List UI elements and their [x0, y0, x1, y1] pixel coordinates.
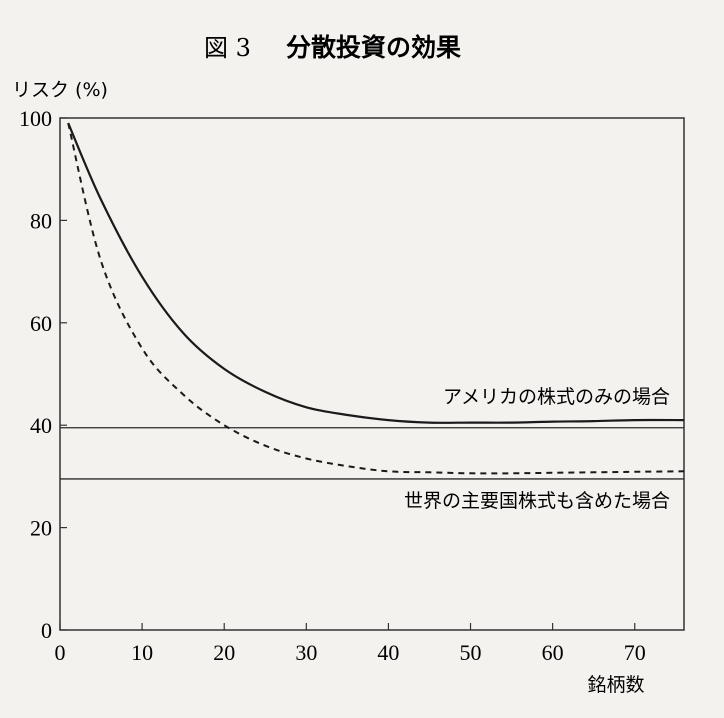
x-tick-label: 60: [542, 640, 564, 665]
series-label: 世界の主要国株式も含めた場合: [404, 490, 670, 512]
y-tick-label: 80: [30, 208, 52, 233]
x-tick-label: 40: [377, 640, 399, 665]
y-axis-title: リスク (%): [12, 79, 108, 101]
y-axis: 0 20 40 60 80 100: [19, 106, 67, 643]
series-line: [67, 122, 685, 424]
y-tick-label: 40: [30, 413, 52, 438]
x-tick-label: 10: [131, 640, 153, 665]
y-tick-label: 60: [30, 311, 52, 336]
x-tick-label: 50: [460, 640, 482, 665]
series-line: [67, 122, 685, 475]
y-tick-label: 20: [30, 516, 52, 541]
x-tick-label: 20: [213, 640, 235, 665]
chart-title: 分散投資の効果: [286, 33, 461, 62]
y-tick-label: 0: [41, 618, 52, 643]
x-tick-label: 30: [295, 640, 317, 665]
y-tick-label: 100: [19, 106, 52, 131]
x-tick-label: 70: [624, 640, 646, 665]
x-tick-label: 0: [55, 640, 66, 665]
series-lines: [67, 122, 685, 475]
figure-label: 図 3: [204, 34, 251, 62]
x-axis: 0 10 20 30 40 50 60 70: [55, 623, 646, 665]
x-axis-title: 銘柄数: [587, 674, 644, 696]
plot-frame: [59, 117, 685, 631]
reference-lines: [60, 427, 684, 480]
series-label: アメリカの株式のみの場合: [443, 386, 670, 408]
